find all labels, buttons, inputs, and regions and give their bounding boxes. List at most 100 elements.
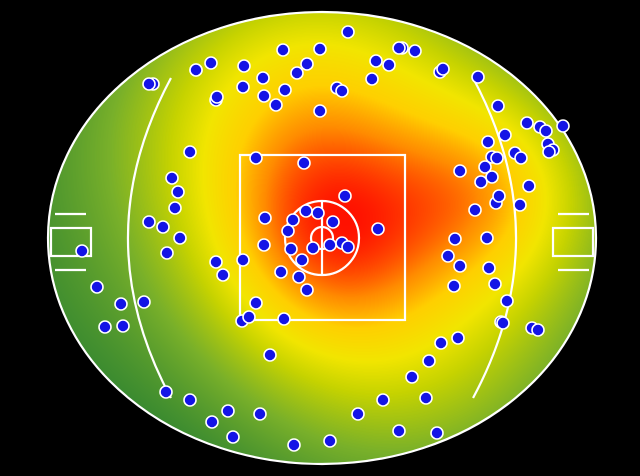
event-point[interactable]: [335, 84, 349, 98]
event-point[interactable]: [341, 25, 355, 39]
event-point[interactable]: [522, 179, 536, 193]
event-point[interactable]: [173, 231, 187, 245]
event-point[interactable]: [75, 244, 89, 258]
event-point[interactable]: [253, 407, 267, 421]
event-point[interactable]: [226, 430, 240, 444]
event-point[interactable]: [300, 57, 314, 71]
event-point[interactable]: [408, 44, 422, 58]
event-point[interactable]: [323, 238, 337, 252]
event-point[interactable]: [371, 222, 385, 236]
event-point[interactable]: [326, 215, 340, 229]
event-point[interactable]: [236, 80, 250, 94]
event-point[interactable]: [453, 259, 467, 273]
event-point[interactable]: [434, 336, 448, 350]
event-point[interactable]: [376, 393, 390, 407]
event-point[interactable]: [142, 215, 156, 229]
event-point[interactable]: [441, 249, 455, 263]
event-point[interactable]: [156, 220, 170, 234]
event-point[interactable]: [183, 393, 197, 407]
event-point[interactable]: [448, 232, 462, 246]
event-point[interactable]: [478, 160, 492, 174]
event-point[interactable]: [513, 198, 527, 212]
event-point[interactable]: [299, 204, 313, 218]
event-point[interactable]: [290, 66, 304, 80]
event-point[interactable]: [436, 62, 450, 76]
event-point[interactable]: [276, 43, 290, 57]
event-point[interactable]: [263, 348, 277, 362]
event-point[interactable]: [284, 242, 298, 256]
event-point[interactable]: [236, 253, 250, 267]
event-point[interactable]: [210, 90, 224, 104]
event-point[interactable]: [313, 42, 327, 56]
event-point[interactable]: [323, 434, 337, 448]
event-point[interactable]: [116, 319, 130, 333]
event-point[interactable]: [287, 438, 301, 452]
event-point[interactable]: [490, 151, 504, 165]
event-point[interactable]: [165, 171, 179, 185]
event-point[interactable]: [237, 59, 251, 73]
event-point[interactable]: [474, 175, 488, 189]
event-point[interactable]: [256, 71, 270, 85]
event-point[interactable]: [338, 189, 352, 203]
event-point[interactable]: [242, 310, 256, 324]
event-point[interactable]: [556, 119, 570, 133]
event-point[interactable]: [269, 98, 283, 112]
event-point[interactable]: [274, 265, 288, 279]
event-point[interactable]: [471, 70, 485, 84]
event-point[interactable]: [257, 89, 271, 103]
event-point[interactable]: [447, 279, 461, 293]
event-point[interactable]: [171, 185, 185, 199]
event-point[interactable]: [488, 277, 502, 291]
event-point[interactable]: [351, 407, 365, 421]
event-point[interactable]: [453, 164, 467, 178]
event-point[interactable]: [422, 354, 436, 368]
event-point[interactable]: [258, 211, 272, 225]
event-point[interactable]: [365, 72, 379, 86]
event-point[interactable]: [137, 295, 151, 309]
event-point[interactable]: [300, 283, 314, 297]
event-point[interactable]: [481, 135, 495, 149]
event-point[interactable]: [496, 316, 510, 330]
event-point[interactable]: [114, 297, 128, 311]
event-point[interactable]: [292, 270, 306, 284]
event-point[interactable]: [468, 203, 482, 217]
event-point[interactable]: [430, 426, 444, 440]
event-point[interactable]: [168, 201, 182, 215]
event-point[interactable]: [277, 312, 291, 326]
event-point[interactable]: [90, 280, 104, 294]
event-point[interactable]: [209, 255, 223, 269]
event-point[interactable]: [514, 151, 528, 165]
event-point[interactable]: [98, 320, 112, 334]
event-point[interactable]: [531, 323, 545, 337]
event-point[interactable]: [311, 206, 325, 220]
event-point[interactable]: [257, 238, 271, 252]
event-point[interactable]: [369, 54, 383, 68]
event-point[interactable]: [204, 56, 218, 70]
event-point[interactable]: [249, 151, 263, 165]
event-point[interactable]: [221, 404, 235, 418]
event-point[interactable]: [392, 424, 406, 438]
event-point[interactable]: [281, 224, 295, 238]
event-point[interactable]: [492, 189, 506, 203]
event-point[interactable]: [498, 128, 512, 142]
event-point[interactable]: [405, 370, 419, 384]
event-point[interactable]: [297, 156, 311, 170]
event-point[interactable]: [278, 83, 292, 97]
event-point[interactable]: [520, 116, 534, 130]
event-point[interactable]: [539, 124, 553, 138]
event-point[interactable]: [382, 58, 396, 72]
event-point[interactable]: [183, 145, 197, 159]
event-point[interactable]: [159, 385, 173, 399]
event-point[interactable]: [500, 294, 514, 308]
event-point[interactable]: [160, 246, 174, 260]
event-point[interactable]: [189, 63, 203, 77]
event-point[interactable]: [295, 253, 309, 267]
event-point[interactable]: [142, 77, 156, 91]
event-point[interactable]: [480, 231, 494, 245]
event-point[interactable]: [482, 261, 496, 275]
event-point[interactable]: [341, 240, 355, 254]
event-point[interactable]: [216, 268, 230, 282]
event-point[interactable]: [286, 213, 300, 227]
event-point[interactable]: [451, 331, 465, 345]
event-point[interactable]: [313, 104, 327, 118]
